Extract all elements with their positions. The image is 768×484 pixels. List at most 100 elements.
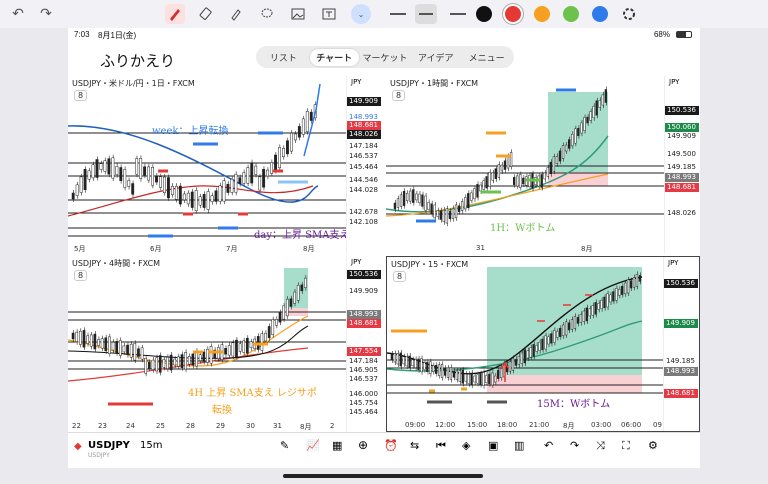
daily-time-axis: 5月 6月 7月 8月 — [68, 244, 346, 254]
candle-body — [79, 330, 82, 345]
h4-interval-control[interactable]: 8 — [74, 270, 88, 281]
tab-chart[interactable]: チャート — [309, 48, 359, 66]
tab-list[interactable]: リスト — [269, 53, 297, 64]
color-red-swatch[interactable] — [505, 6, 521, 22]
m15-price-label: 149.909 — [664, 319, 698, 328]
redo-icon[interactable]: ↷ — [40, 6, 52, 22]
color-green-swatch[interactable] — [563, 6, 579, 22]
candle-body — [139, 158, 143, 179]
daily-chart-panel[interactable]: USDJPY・米ドル/円・1日・FXCM 8 week：上昇転換 day：上昇 … — [68, 76, 382, 254]
candle-body — [396, 198, 400, 208]
indicator-icon[interactable]: 📈 — [306, 439, 320, 452]
candle-body — [580, 122, 583, 134]
candle-body — [249, 341, 253, 349]
candle-body — [198, 354, 202, 361]
candle-body — [89, 334, 93, 347]
candle-body — [234, 173, 238, 193]
candle-body — [206, 348, 209, 363]
candle-body — [506, 156, 510, 169]
m15-chart-panel[interactable]: USDJPY・15・FXCM 8 15M：Wボトム JPY 150.536 14… — [386, 256, 700, 432]
h1-currency: JPY — [669, 78, 680, 86]
undo-chart-icon[interactable]: ↶ — [544, 439, 554, 452]
pen-tool-icon[interactable] — [165, 4, 185, 24]
candle-body — [497, 164, 501, 178]
candle-body — [558, 150, 562, 162]
time-label: 03:00 — [591, 421, 612, 429]
fullscreen-icon[interactable]: ⛶ — [622, 439, 630, 452]
h1-price-label: 148.681 — [665, 183, 699, 192]
m15-currency: JPY — [668, 259, 679, 267]
lasso-tool-icon[interactable] — [257, 4, 277, 24]
candle-body — [544, 335, 547, 350]
candle-body — [166, 357, 169, 369]
undo-icon[interactable]: ↶ — [12, 6, 24, 22]
h4-time-axis: 22 23 24 25 28 29 30 31 8月 2 — [68, 422, 346, 432]
thick-line-icon[interactable] — [450, 13, 466, 15]
daily-interval-control[interactable]: 8 — [74, 90, 88, 101]
candle-body — [262, 169, 266, 188]
candle-body — [206, 191, 210, 210]
candle-body — [301, 118, 305, 135]
eraser-tool-icon[interactable] — [196, 4, 216, 24]
alarm-icon[interactable]: ⏰ — [384, 439, 398, 452]
color-black-swatch[interactable] — [476, 6, 492, 22]
layout-grid-icon[interactable]: ▦ — [332, 439, 343, 452]
color-orange-swatch[interactable] — [534, 6, 550, 22]
thin-line-icon[interactable] — [390, 13, 406, 15]
candle-body — [522, 177, 525, 185]
candle-body — [432, 365, 435, 372]
tab-market[interactable]: マーケット — [362, 53, 408, 64]
candle-body — [158, 355, 162, 373]
m15-panel-title: USDJPY・15・FXCM — [391, 260, 469, 269]
candle-body — [624, 282, 627, 295]
candle-body — [470, 372, 473, 386]
candle-body — [464, 373, 467, 382]
text-tool-icon[interactable] — [319, 4, 339, 24]
redo-chart-icon[interactable]: ↷ — [570, 439, 580, 452]
tab-idea[interactable]: アイデア — [418, 53, 454, 64]
settings-icon[interactable]: ⚙ — [648, 439, 658, 452]
symbol-label[interactable]: USDJPY — [88, 440, 130, 451]
candle-body — [412, 189, 415, 203]
chart-style-icon[interactable]: ▥ — [514, 439, 525, 452]
highlighter-tool-icon[interactable] — [226, 4, 246, 24]
candle-body — [184, 352, 187, 370]
candle-body — [421, 194, 424, 207]
candle-body — [556, 331, 559, 338]
h1-price-label: 149.909 — [667, 132, 696, 140]
daily-price-label: 148.681 — [347, 121, 381, 130]
h1-interval-control[interactable]: 8 — [392, 90, 406, 101]
image-capture-icon[interactable]: ▣ — [488, 439, 499, 452]
tab-menu[interactable]: メニュー — [468, 53, 505, 64]
h1-chart-panel[interactable]: USDJPY・1時間・FXCM 8 1H：Wボトム JPY 150.536 15… — [386, 76, 700, 254]
candle-body — [430, 203, 433, 215]
h4-chart-panel[interactable]: USDJPY・4時間・FXCM 8 4H 上昇 SMA支え レジサポ 転換 JP… — [68, 256, 382, 432]
h1-price-label: 148.993 — [665, 173, 699, 182]
compare-icon[interactable]: ⇆ — [410, 439, 420, 452]
image-tool-icon[interactable] — [288, 4, 308, 24]
h4-price-label: 146.000 — [349, 390, 378, 398]
candle-body — [222, 180, 226, 202]
m15-price-label: 148.681 — [664, 389, 698, 398]
layers-icon[interactable]: ◈ — [462, 439, 471, 452]
candle-body — [540, 174, 543, 188]
candle-body — [553, 330, 556, 343]
color-wheel-icon[interactable] — [619, 4, 639, 24]
m15-interval-control[interactable]: 8 — [393, 271, 407, 282]
time-label: 5月 — [74, 245, 86, 253]
candle-body — [174, 185, 178, 200]
candle-body — [238, 177, 242, 184]
draw-icon[interactable]: ✎ — [280, 439, 290, 452]
candle-body — [415, 193, 418, 201]
interval-label[interactable]: 15m — [140, 440, 163, 451]
medium-line-icon[interactable] — [415, 4, 437, 24]
candle-body — [402, 356, 405, 365]
candle-body — [519, 174, 522, 188]
h4-price-label: 149.909 — [349, 287, 378, 295]
add-icon[interactable]: ⊕ — [358, 438, 369, 452]
color-blue-swatch[interactable] — [592, 6, 608, 22]
candle-body — [461, 369, 464, 384]
chevron-down-icon[interactable]: ⌄ — [351, 4, 371, 24]
shuffle-icon[interactable]: ⤨ — [596, 439, 605, 452]
replay-icon[interactable]: ⏮ — [436, 439, 446, 452]
